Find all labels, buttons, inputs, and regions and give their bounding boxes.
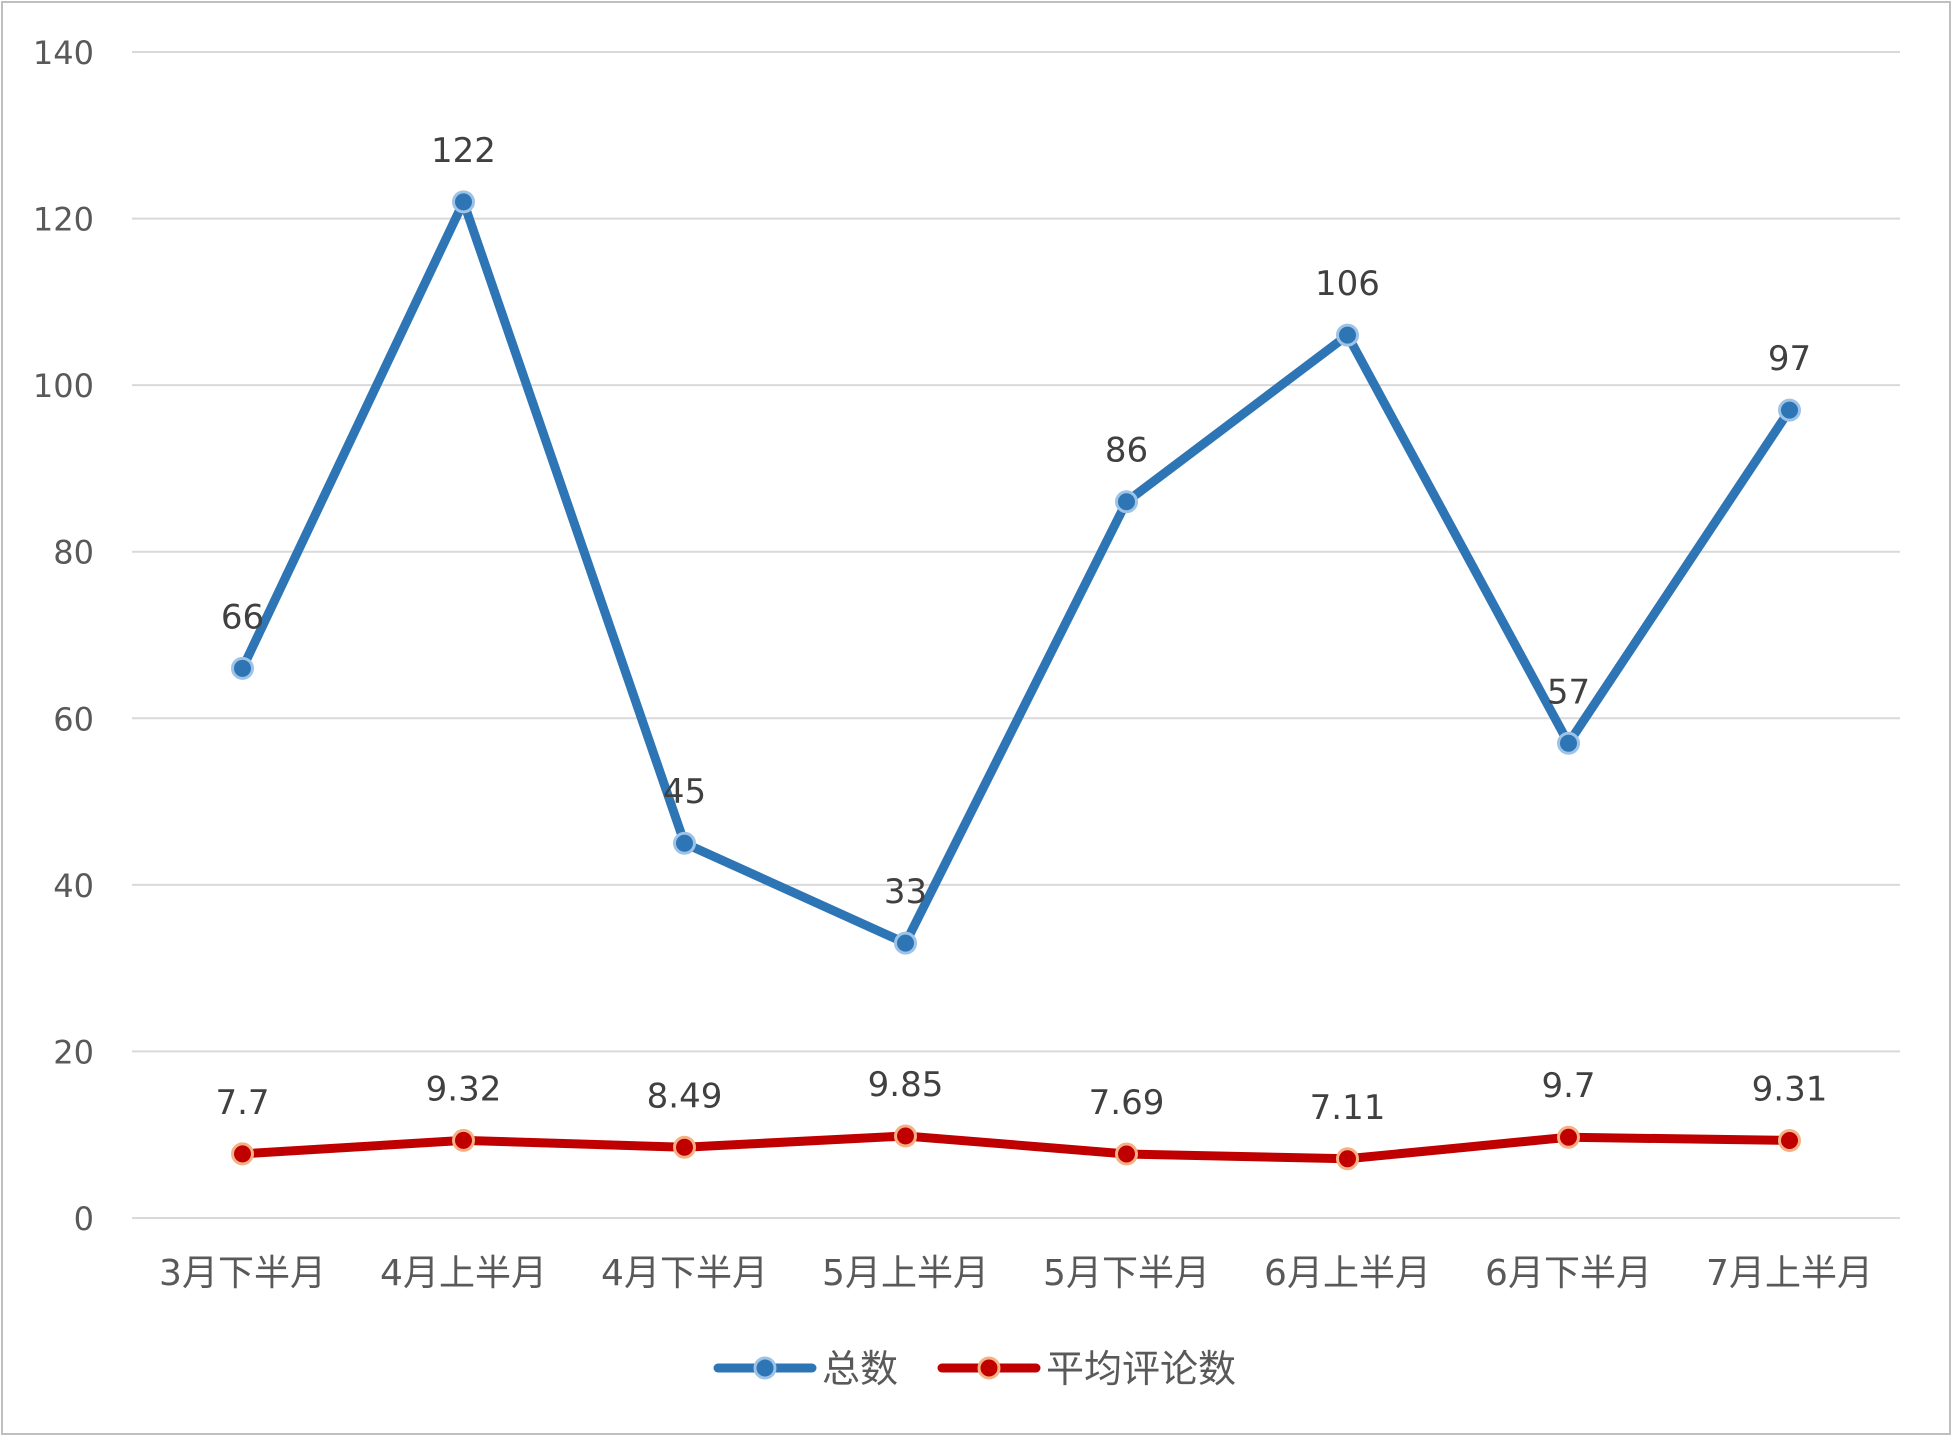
series-1-point [1336,323,1359,347]
legend-swatch-marker-2 [977,1356,1001,1380]
x-tick-label: 6月下半月 [1485,1253,1652,1294]
series-2-data-label: 9.7 [1541,1066,1595,1106]
y-tick-label: 80 [53,534,94,572]
series-2-data-label: 7.69 [1089,1083,1165,1123]
y-tick-label: 120 [33,201,94,239]
x-tick-label: 7月上半月 [1706,1253,1873,1294]
x-tick-label: 5月下半月 [1043,1253,1210,1294]
series-1-data-label: 97 [1768,339,1811,379]
series-1-data-label: 122 [431,131,496,171]
series-2-data-label: 9.85 [868,1065,944,1105]
series-2-point [1557,1125,1580,1149]
y-tick-label: 100 [33,367,94,405]
y-tick-label: 0 [74,1200,94,1238]
series-2-data-label: 9.32 [426,1069,502,1109]
x-tick-label: 6月上半月 [1264,1253,1431,1294]
x-tick-label: 4月上半月 [380,1253,547,1294]
series-1-data-label: 57 [1547,672,1590,712]
series-1-data-label: 66 [221,597,264,637]
series-2-point [231,1142,254,1166]
series-line-2 [238,1131,1794,1164]
x-tick-label: 5月上半月 [822,1253,989,1294]
y-tick-label: 20 [53,1033,94,1071]
series-1-point [231,656,254,680]
x-axis-ticks: 3月下半月 4月上半月 4月下半月 5月上半月 5月下半月 6月上半月 6月下半月 7月上半月 [159,1253,1873,1294]
legend-label-2: 平均评论数 [1046,1347,1236,1391]
series-1-point [1557,731,1580,755]
y-tick-label: 40 [53,867,94,905]
series-2-data-label: 9.31 [1752,1069,1828,1109]
series-2-point [894,1124,917,1148]
x-tick-label: 4月下半月 [601,1253,768,1294]
series-2-data-label: 7.11 [1310,1088,1386,1128]
gridlines [132,51,1900,1219]
y-axis-ticks: 0 20 40 60 80 100 120 140 [33,34,94,1238]
x-tick-label: 3月下半月 [159,1253,326,1294]
legend-label-1: 总数 [822,1347,898,1391]
series-2-data-label: 8.49 [647,1076,723,1116]
series-1-data-label: 45 [663,772,706,812]
series-2-point [673,1135,696,1159]
series-group [231,190,1801,1171]
series-1-point [1115,490,1138,514]
series-1-point [452,190,475,214]
data-labels: 66 122 45 33 86 106 57 97 7.7 9.32 8.49 9.85 7.69 7.1… [215,131,1827,1128]
series-2-point [1115,1142,1138,1166]
legend-swatch-marker-1 [753,1356,777,1380]
series-2-data-label: 7.7 [215,1083,269,1123]
series-1-point [894,931,917,955]
y-tick-label: 60 [53,700,94,738]
series-2-point [452,1128,475,1152]
series-1-data-label: 86 [1105,431,1148,471]
legend: 总数 平均评论数 [713,1347,1236,1391]
series-2-point [1778,1128,1801,1152]
series-1-data-label: 33 [884,872,927,912]
series-2-point [1336,1147,1359,1171]
series-1-point [1778,398,1801,422]
series-line-1 [238,197,1794,948]
y-tick-label: 140 [33,34,94,72]
series-1-point [673,831,696,855]
series-1-data-label: 106 [1315,264,1380,304]
